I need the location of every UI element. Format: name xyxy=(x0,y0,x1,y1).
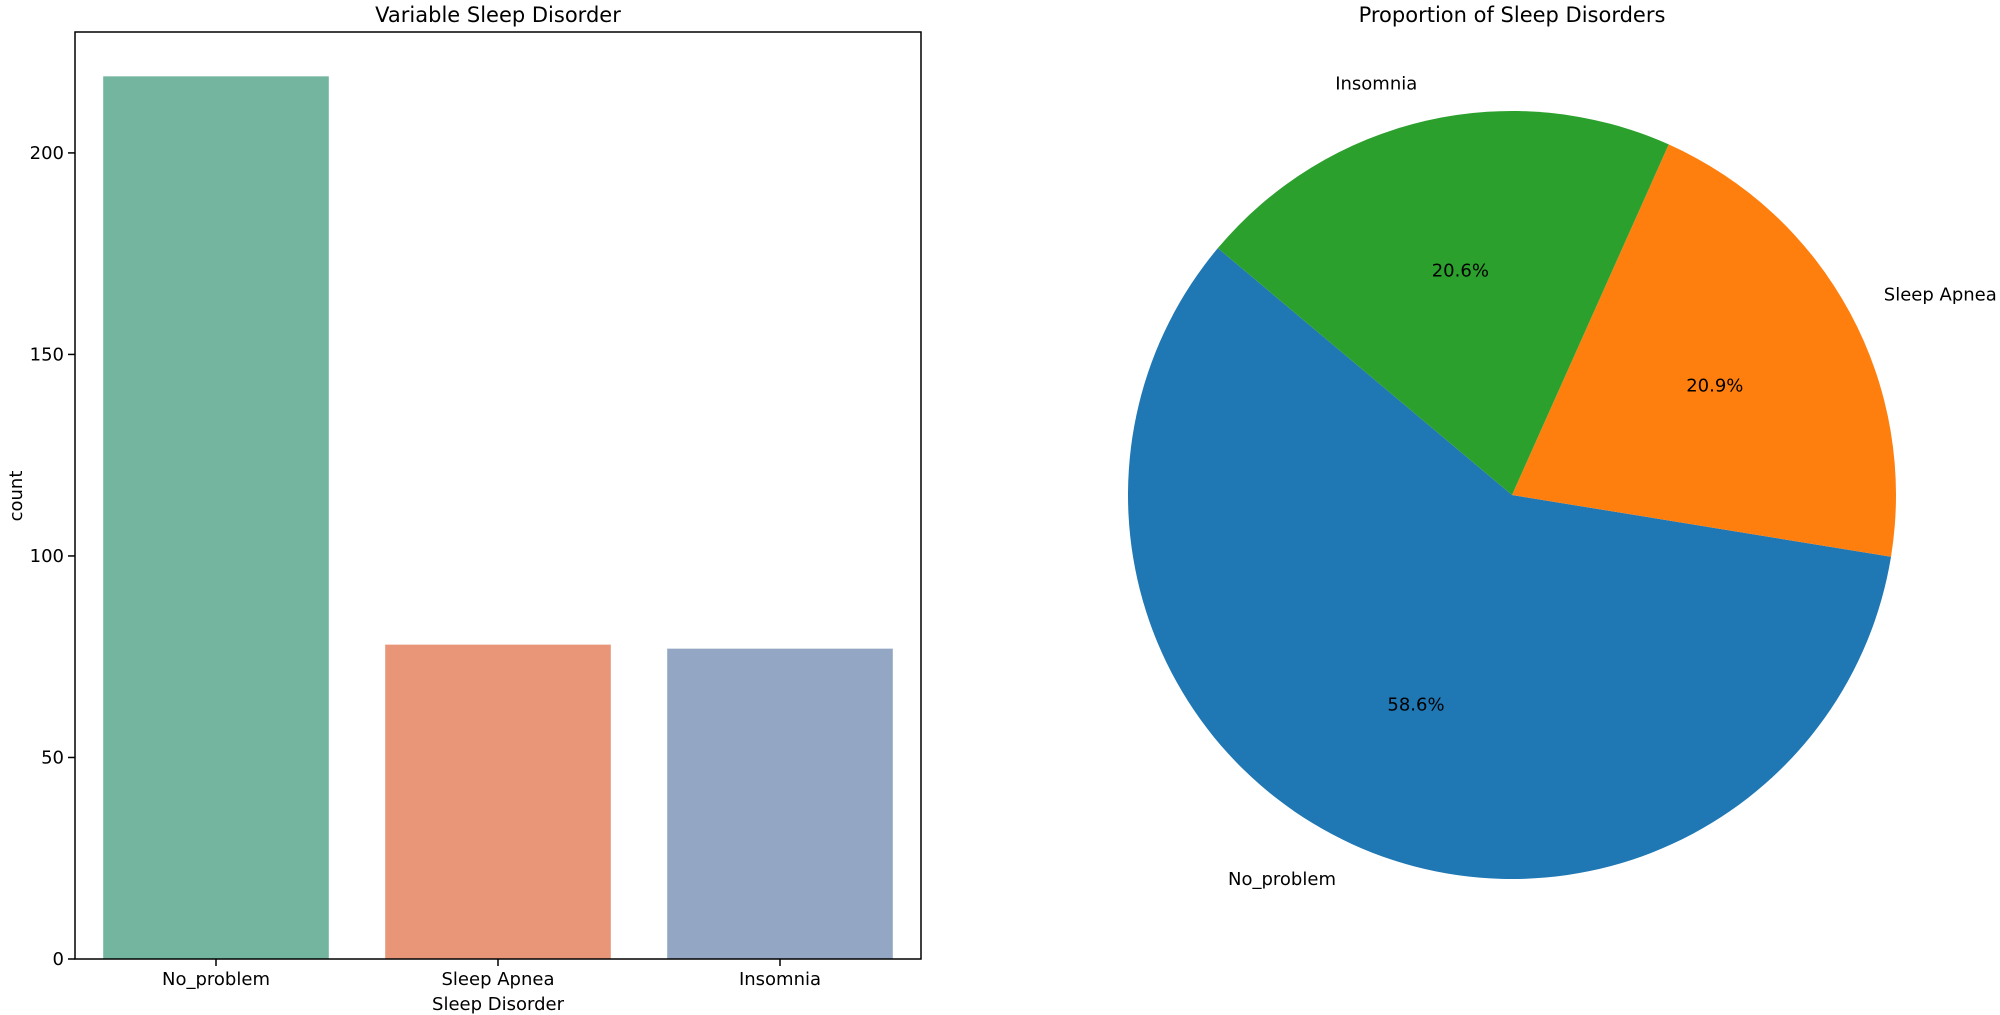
pie-label-insomnia: Insomnia xyxy=(1335,73,1417,94)
pie-slice-insomnia xyxy=(1217,111,1669,495)
y-tick-label: 0 xyxy=(53,949,64,970)
y-tick-label: 150 xyxy=(30,344,64,365)
bar-no-problem xyxy=(103,76,329,960)
y-tick-label: 50 xyxy=(41,747,64,768)
bar-insomnia xyxy=(667,648,893,959)
y-axis-ticks: 0 50 100 150 200 xyxy=(30,143,75,970)
x-tick-label: Insomnia xyxy=(739,969,821,990)
pie-slice-no-problem xyxy=(1127,248,1892,880)
pie-label-no-problem: No_problem xyxy=(1228,869,1336,890)
bar-chart-title: Variable Sleep Disorder xyxy=(375,3,621,27)
pie-pct-sleep-apnea: 20.9% xyxy=(1686,376,1743,397)
pie-group: No_problem 58.6% Sleep Apnea 20.9% Insomnia 2… xyxy=(1127,73,1997,890)
pie-slice-sleep-apnea xyxy=(1512,144,1897,557)
bar-chart-ylabel: count xyxy=(6,471,27,522)
pie-chart: Proportion of Sleep Disorders No_problem… xyxy=(1127,3,1997,890)
y-tick-label: 100 xyxy=(30,546,64,567)
x-axis-ticks: No_problem Sleep Apnea Insomnia xyxy=(162,959,821,990)
y-tick-label: 200 xyxy=(30,143,64,164)
pie-label-sleep-apnea: Sleep Apnea xyxy=(1884,285,1997,306)
bar-chart: Variable Sleep Disorder 0 50 100 150 200 No_… xyxy=(6,3,922,1015)
bar-chart-xlabel: Sleep Disorder xyxy=(432,994,565,1015)
bar-group xyxy=(103,76,893,960)
pie-pct-insomnia: 20.6% xyxy=(1432,260,1489,281)
bar-sleep-apnea xyxy=(385,644,611,959)
pie-pct-no-problem: 58.6% xyxy=(1387,694,1444,715)
x-tick-label: No_problem xyxy=(162,969,270,990)
pie-chart-title: Proportion of Sleep Disorders xyxy=(1359,3,1666,27)
x-tick-label: Sleep Apnea xyxy=(442,969,555,990)
